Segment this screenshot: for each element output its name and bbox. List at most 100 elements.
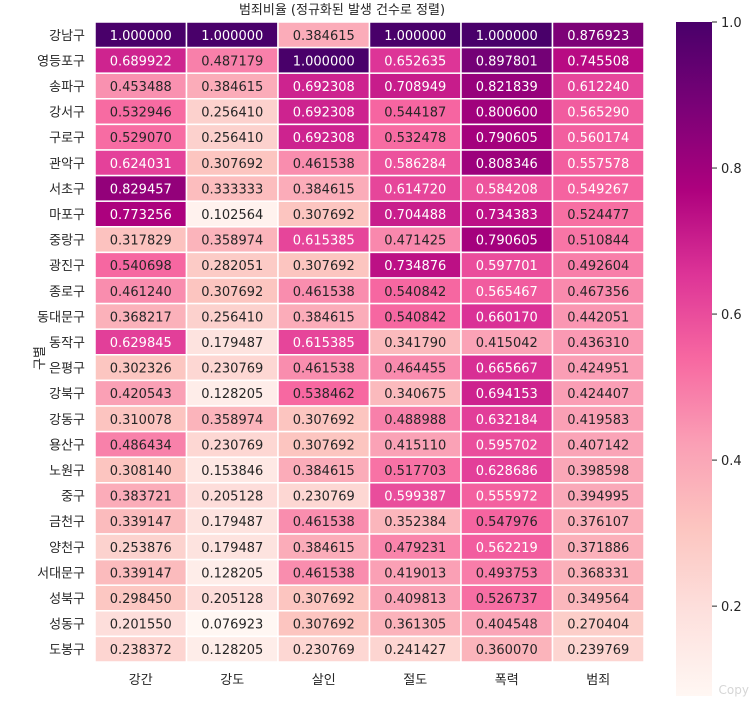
cell-value-label: 0.612240 [567,80,629,95]
heatmap-cell [551,302,645,330]
cell-value-label: 1.000000 [293,54,355,69]
cell-value-label: 0.384615 [293,310,355,325]
cell-value-label: 0.524477 [567,208,629,223]
cell-value-label: 0.352384 [384,515,446,530]
column-label: 살인 [312,673,336,688]
cell-value-label: 0.467356 [567,285,629,300]
cell-value-label: 0.415110 [384,438,446,453]
heatmap-cell [551,149,645,177]
cell-value-label: 0.734383 [476,208,538,223]
cell-value-label: 0.404548 [476,618,538,633]
cell-value-label: 0.333333 [201,182,263,197]
cell-value-label: 0.238372 [110,643,172,658]
heatmap-cell [185,226,279,254]
cell-value-label: 0.358974 [201,234,263,249]
cell-value-label: 0.384615 [293,29,355,44]
cell-value-label: 0.614720 [384,182,446,197]
heatmap-cell [94,456,188,484]
heatmap-cell [185,302,279,330]
cell-value-label: 0.689922 [110,54,172,69]
heatmap-cell [551,430,645,458]
cell-value-label: 0.128205 [201,643,263,658]
cell-value-label: 0.529070 [110,131,172,146]
cell-value-label: 0.179487 [201,515,263,530]
cell-value-label: 0.256410 [201,131,263,146]
heatmap-cell [368,482,462,510]
cell-value-label: 0.540842 [384,285,446,300]
heatmap-cell [551,558,645,586]
heatmap-cell [460,379,554,407]
cell-value-label: 1.000000 [384,29,446,44]
cell-value-label: 1.000000 [476,29,538,44]
cell-value-label: 0.384615 [293,182,355,197]
cell-value-label: 0.461240 [110,285,172,300]
cell-value-label: 0.487179 [201,54,263,69]
row-label: 동작구 [49,336,85,351]
cell-value-label: 0.734876 [384,259,446,274]
heatmap-cell [94,251,188,279]
cell-value-label: 0.205128 [201,592,263,607]
cell-value-label: 0.629845 [110,336,172,351]
row-label: 용산구 [49,438,85,453]
heatmap-cell [460,226,554,254]
cell-value-label: 0.128205 [201,387,263,402]
heatmap-cell [94,507,188,535]
column-label: 범죄 [586,673,610,688]
heatmap-cell [460,558,554,586]
row-label: 송파구 [49,80,85,95]
heatmap-cell [94,405,188,433]
row-label: 강동구 [49,413,85,428]
row-label: 중구 [61,490,85,505]
heatmap-cell [368,354,462,382]
row-labels: 강남구영등포구송파구강서구구로구관악구서초구마포구중랑구광진구종로구동대문구동작… [37,29,85,658]
cell-value-label: 0.384615 [201,80,263,95]
heatmap-cell [277,302,371,330]
cell-value-label: 0.586284 [384,157,446,172]
cell-value-label: 0.461538 [293,285,355,300]
heatmap-cell [277,558,371,586]
cell-value-label: 0.361305 [384,618,446,633]
cell-value-label: 0.307692 [201,285,263,300]
cell-value-label: 0.419013 [384,566,446,581]
row-label: 양천구 [49,541,85,556]
heatmap-cell [94,277,188,305]
cell-value-label: 0.256410 [201,106,263,121]
heatmap-cell [551,354,645,382]
cell-value-label: 0.821839 [476,80,538,95]
cell-value-label: 0.544187 [384,106,446,121]
column-label: 강도 [220,673,244,688]
cell-value-label: 0.557578 [567,157,629,172]
cell-value-label: 0.371886 [567,541,629,556]
row-label: 노원구 [49,464,85,479]
cell-value-label: 0.532946 [110,106,172,121]
cell-value-label: 0.540698 [110,259,172,274]
cell-value-label: 1.000000 [110,29,172,44]
row-label: 은평구 [49,362,85,377]
heatmap-cell [185,251,279,279]
cell-value-label: 0.488988 [384,413,446,428]
cell-value-label: 0.307692 [293,413,355,428]
cell-value-label: 0.692308 [293,106,355,121]
cell-value-label: 0.584208 [476,182,538,197]
heatmap-cell [94,354,188,382]
cell-value-label: 0.464455 [384,362,446,377]
heatmap-cell [277,226,371,254]
heatmap-cell [551,610,645,638]
heatmap-cell [368,46,462,74]
cell-value-label: 0.694153 [476,387,538,402]
row-label: 성동구 [49,618,85,633]
colorbar-tick-label: 0.4 [721,454,742,469]
cell-value-label: 0.230769 [293,490,355,505]
cell-value-label: 0.461538 [293,515,355,530]
cell-value-label: 0.790605 [476,234,538,249]
cell-value-label: 0.453488 [110,80,172,95]
heatmap-cell [185,456,279,484]
heatmap-cell [551,533,645,561]
cell-value-label: 0.339147 [110,566,172,581]
heatmap-cell [460,72,554,100]
cell-value-label: 0.790605 [476,131,538,146]
heatmap-cell [94,328,188,356]
row-label: 서초구 [49,182,85,197]
heatmap-cell [368,277,462,305]
